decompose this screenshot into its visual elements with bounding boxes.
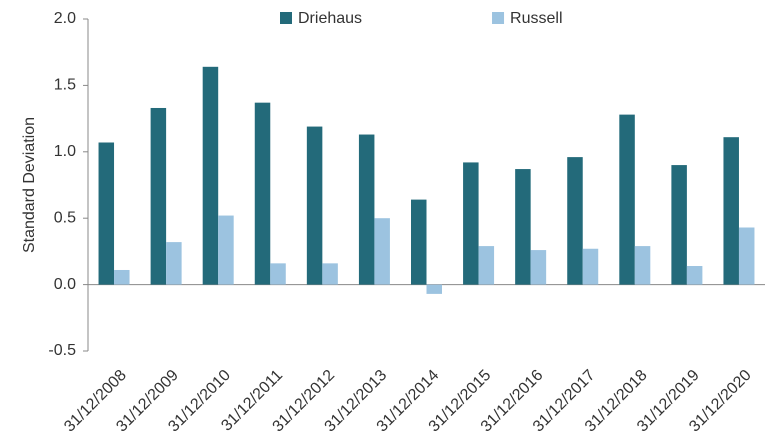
y-tick-label: 2.0	[54, 10, 76, 27]
bar	[582, 248, 599, 285]
bar	[114, 269, 130, 285]
bar	[478, 246, 495, 285]
bar	[515, 169, 531, 285]
bar	[619, 114, 635, 285]
bar	[567, 157, 583, 285]
bar	[634, 246, 651, 285]
bar	[686, 266, 703, 285]
bar	[723, 137, 739, 285]
bar	[426, 284, 442, 294]
y-axis-label: Standard Deviation	[21, 117, 38, 253]
bar	[98, 142, 115, 285]
y-tick-label: 1.5	[54, 77, 76, 94]
legend-swatch	[280, 12, 292, 24]
bar	[738, 227, 755, 285]
bar	[150, 107, 167, 285]
y-tick-label: -0.5	[48, 342, 76, 359]
bar	[463, 162, 479, 285]
bar	[202, 66, 219, 285]
bar	[270, 263, 286, 285]
bar	[530, 250, 547, 285]
y-tick-label: 0.0	[54, 276, 76, 293]
bar	[166, 242, 182, 285]
bar	[254, 102, 271, 285]
y-tick-label: 1.0	[54, 143, 76, 160]
bar	[322, 263, 338, 285]
bar	[374, 218, 390, 285]
bar	[411, 199, 427, 285]
bar	[358, 134, 375, 285]
bar	[671, 165, 687, 285]
legend-label: Driehaus	[298, 10, 362, 27]
bar	[306, 126, 323, 285]
bar	[218, 215, 234, 285]
legend-swatch	[492, 12, 505, 24]
legend-label: Russell	[510, 10, 562, 27]
y-tick-label: 0.5	[54, 209, 76, 226]
